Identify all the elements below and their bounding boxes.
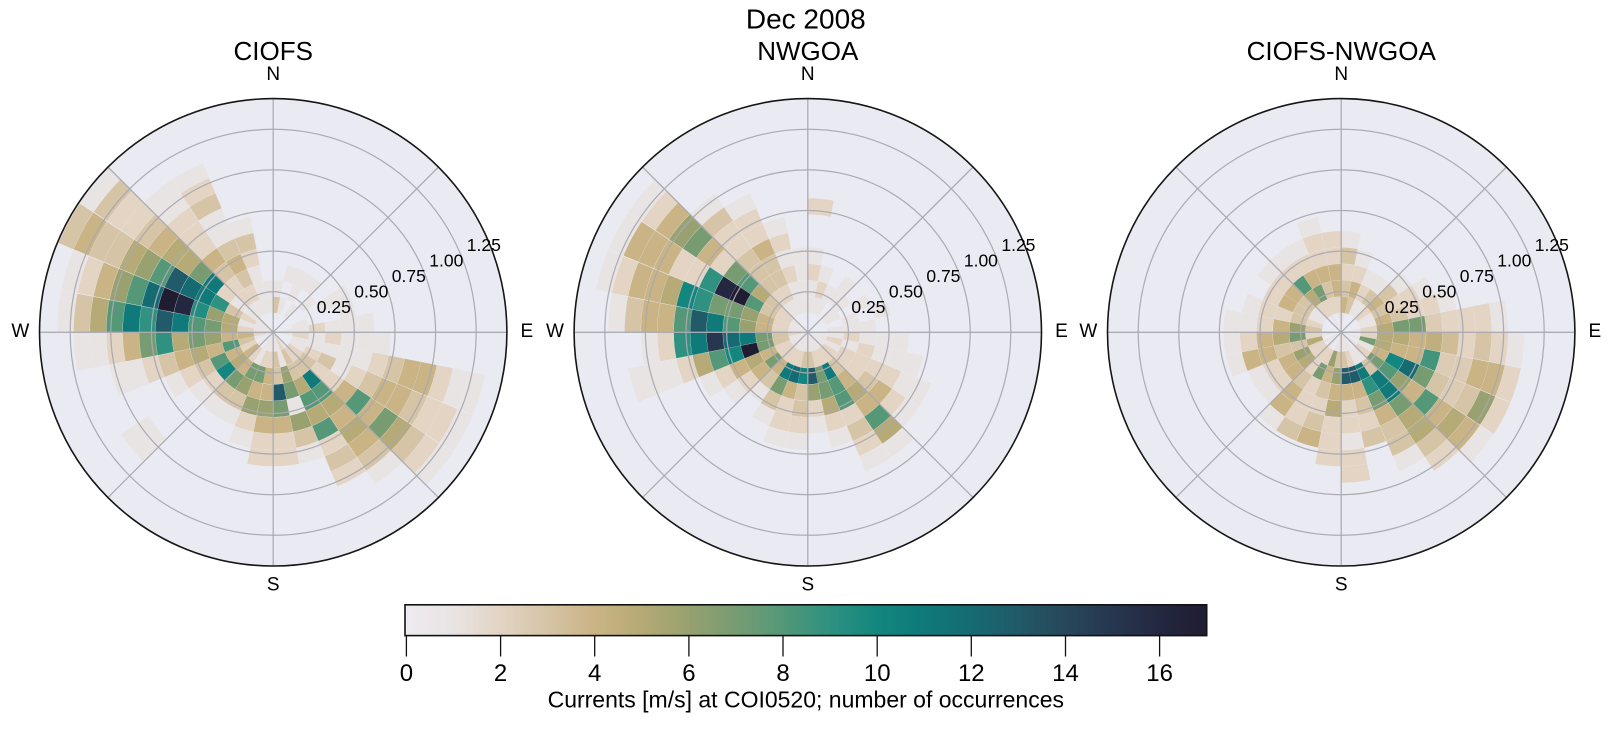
svg-text:12: 12 <box>958 660 985 687</box>
svg-text:1.00: 1.00 <box>429 251 463 271</box>
svg-text:Dec 2008: Dec 2008 <box>746 4 866 35</box>
svg-text:1.00: 1.00 <box>964 251 998 271</box>
svg-text:0.75: 0.75 <box>1460 266 1494 286</box>
svg-text:Currents [m/s] at COI0520; num: Currents [m/s] at COI0520; number of occ… <box>548 687 1064 713</box>
svg-text:16: 16 <box>1146 660 1173 687</box>
svg-text:0.50: 0.50 <box>889 282 923 302</box>
svg-text:S: S <box>1335 575 1348 596</box>
svg-text:NWGOA: NWGOA <box>757 36 859 66</box>
svg-text:0: 0 <box>400 660 413 687</box>
svg-text:4: 4 <box>588 660 601 687</box>
svg-text:8: 8 <box>776 660 789 687</box>
svg-text:0.25: 0.25 <box>1385 297 1419 317</box>
svg-text:CIOFS: CIOFS <box>233 36 312 66</box>
svg-text:1.25: 1.25 <box>1535 235 1569 255</box>
svg-text:0.75: 0.75 <box>926 266 960 286</box>
svg-text:S: S <box>267 575 280 596</box>
svg-text:N: N <box>266 64 280 85</box>
svg-text:6: 6 <box>682 660 695 687</box>
svg-text:10: 10 <box>864 660 891 687</box>
svg-text:0.50: 0.50 <box>354 282 388 302</box>
svg-text:0.50: 0.50 <box>1422 282 1456 302</box>
svg-text:0.75: 0.75 <box>392 266 426 286</box>
svg-text:E: E <box>521 321 534 342</box>
svg-text:S: S <box>801 575 814 596</box>
svg-text:N: N <box>801 64 815 85</box>
svg-text:2: 2 <box>494 660 507 687</box>
svg-text:E: E <box>1055 321 1068 342</box>
svg-text:W: W <box>546 321 564 342</box>
svg-text:E: E <box>1589 321 1602 342</box>
svg-text:14: 14 <box>1052 660 1079 687</box>
svg-text:CIOFS-NWGOA: CIOFS-NWGOA <box>1247 36 1437 66</box>
svg-text:0.25: 0.25 <box>851 297 885 317</box>
svg-text:N: N <box>1334 64 1348 85</box>
svg-text:W: W <box>1079 321 1097 342</box>
svg-text:1.25: 1.25 <box>1001 235 1035 255</box>
svg-text:0.25: 0.25 <box>317 297 351 317</box>
svg-text:1.00: 1.00 <box>1497 251 1531 271</box>
svg-text:W: W <box>11 321 29 342</box>
svg-text:1.25: 1.25 <box>467 235 501 255</box>
